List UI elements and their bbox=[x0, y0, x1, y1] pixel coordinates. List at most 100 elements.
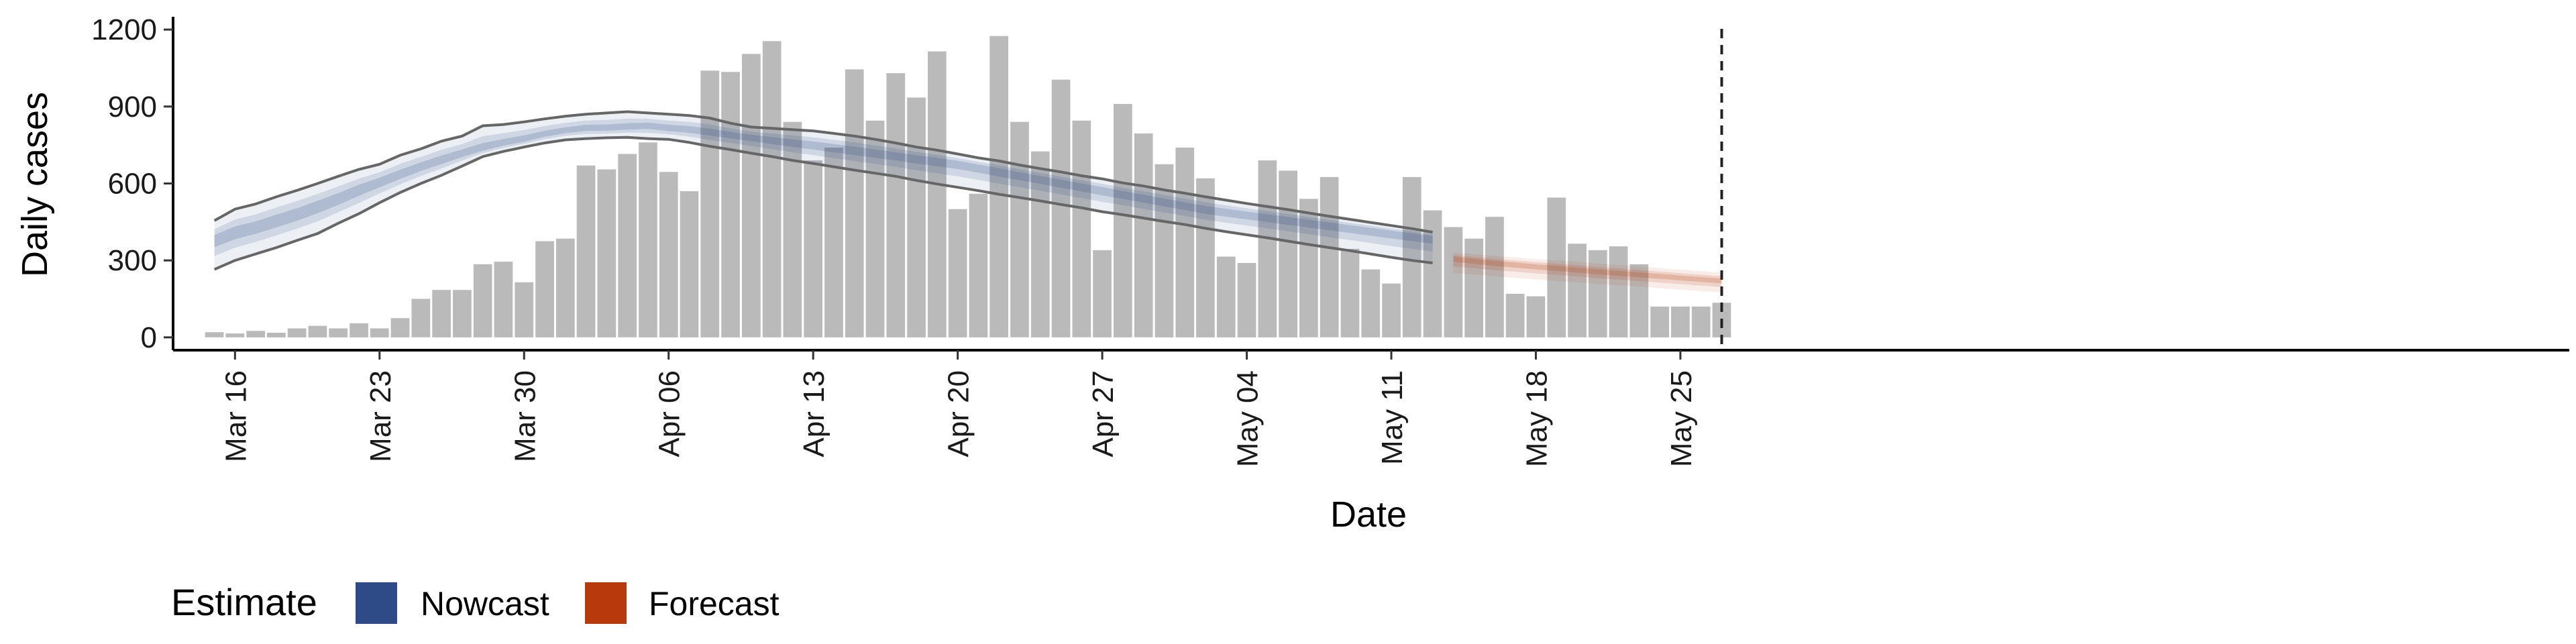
bar bbox=[267, 333, 286, 337]
bar bbox=[515, 282, 534, 337]
x-tick-label: May 11 bbox=[1376, 370, 1409, 465]
nowcast-lower-line bbox=[213, 136, 1433, 271]
forecast-mid-band bbox=[1453, 255, 1722, 287]
bar bbox=[845, 69, 864, 337]
x-tick-label: May 25 bbox=[1665, 370, 1698, 467]
bar bbox=[1320, 176, 1339, 337]
bar bbox=[1010, 121, 1029, 337]
legend: Estimate Nowcast Forecast bbox=[171, 581, 780, 624]
bar bbox=[370, 328, 389, 337]
bar bbox=[1629, 264, 1649, 337]
nowcast-upper-line bbox=[213, 110, 1433, 234]
bar bbox=[556, 238, 575, 337]
legend-label-forecast: Forecast bbox=[649, 585, 780, 623]
bar bbox=[1258, 160, 1277, 337]
bar bbox=[659, 172, 678, 337]
bar bbox=[865, 120, 885, 337]
bar bbox=[680, 191, 699, 337]
bar bbox=[225, 333, 245, 337]
x-tick-label: Apr 27 bbox=[1087, 370, 1120, 458]
bar bbox=[1547, 197, 1566, 337]
legend-label-nowcast: Nowcast bbox=[421, 585, 549, 623]
bar bbox=[1030, 151, 1050, 337]
bar bbox=[329, 328, 348, 337]
bar bbox=[1072, 120, 1091, 337]
nowcast-mid-band bbox=[214, 118, 1433, 256]
bar bbox=[597, 169, 616, 337]
x-tick-label: May 18 bbox=[1521, 370, 1554, 467]
legend-key-nowcast bbox=[356, 582, 397, 624]
x-tick-label: May 04 bbox=[1232, 370, 1265, 467]
bands-layer bbox=[213, 110, 1722, 292]
bar bbox=[1196, 178, 1215, 337]
bar bbox=[246, 331, 265, 337]
bar bbox=[948, 209, 967, 337]
bar bbox=[1568, 244, 1587, 337]
bar bbox=[473, 264, 492, 337]
x-tick-label: Apr 20 bbox=[943, 370, 975, 458]
bar bbox=[1671, 307, 1690, 337]
forecast-outer-band bbox=[1453, 252, 1722, 292]
bar bbox=[1340, 249, 1360, 337]
y-tick-label: 1200 bbox=[91, 13, 157, 46]
bar bbox=[308, 325, 327, 337]
plot-area bbox=[205, 29, 1731, 350]
bar bbox=[618, 154, 637, 337]
bar bbox=[989, 36, 1008, 337]
bar bbox=[1650, 307, 1669, 337]
y-tick-label: 600 bbox=[108, 168, 157, 201]
bar bbox=[535, 241, 554, 337]
bar bbox=[1402, 176, 1421, 337]
bar bbox=[1423, 210, 1442, 337]
bar bbox=[1485, 217, 1504, 337]
bar bbox=[1382, 283, 1401, 337]
bar bbox=[205, 332, 224, 337]
bar bbox=[390, 318, 410, 337]
x-tick-label: Apr 13 bbox=[798, 370, 830, 458]
bar bbox=[494, 262, 513, 337]
bar bbox=[1155, 164, 1174, 337]
bar bbox=[1051, 79, 1071, 337]
y-axis-title: Daily cases bbox=[15, 92, 55, 277]
bars-layer bbox=[205, 36, 1731, 337]
bar bbox=[721, 72, 740, 337]
x-tick-label: Mar 30 bbox=[508, 370, 541, 462]
bar bbox=[1526, 296, 1546, 337]
forecast-inner-band bbox=[1453, 256, 1722, 284]
bar bbox=[1589, 250, 1607, 337]
bar bbox=[928, 51, 947, 337]
x-tick-label: Mar 23 bbox=[364, 370, 397, 462]
y-axis: 0 300 600 900 1200 bbox=[91, 13, 174, 354]
bar bbox=[1361, 269, 1381, 337]
x-axis: Mar 16 Mar 23 Mar 30 Apr 06 Apr 13 Apr 20 Apr … bbox=[173, 349, 2569, 467]
x-axis-title: Date bbox=[1330, 494, 1407, 535]
bar bbox=[1464, 238, 1483, 337]
bar bbox=[432, 290, 451, 337]
bar bbox=[907, 97, 926, 337]
bar bbox=[1216, 256, 1236, 337]
bar bbox=[1114, 104, 1132, 337]
bar bbox=[1444, 227, 1463, 337]
x-tick-label: Mar 16 bbox=[219, 370, 252, 462]
nowcast-outer-band bbox=[214, 111, 1433, 270]
legend-key-forecast bbox=[585, 582, 627, 624]
bar bbox=[783, 121, 802, 337]
bar bbox=[824, 148, 843, 337]
bar bbox=[804, 160, 822, 337]
bar bbox=[639, 142, 657, 337]
x-tick-label: Apr 06 bbox=[653, 370, 686, 458]
bar bbox=[1279, 170, 1297, 337]
bar bbox=[453, 290, 472, 337]
nowcast-inner-band bbox=[214, 122, 1433, 248]
bar bbox=[1237, 263, 1256, 337]
bar bbox=[411, 299, 431, 337]
bar bbox=[1299, 199, 1318, 337]
legend-title: Estimate bbox=[171, 581, 317, 623]
y-tick-label: 0 bbox=[141, 321, 157, 354]
bar bbox=[700, 70, 720, 337]
y-tick-label: 900 bbox=[108, 91, 157, 123]
bar bbox=[742, 54, 761, 337]
bar bbox=[969, 193, 988, 337]
bar bbox=[287, 328, 307, 337]
bar bbox=[762, 41, 782, 337]
